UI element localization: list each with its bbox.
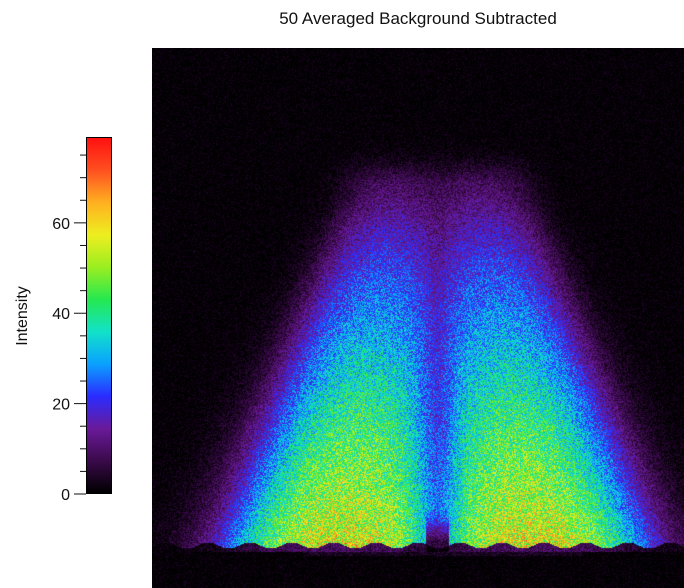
chart-title: 50 Averaged Background Subtracted xyxy=(279,9,557,28)
colorbar-axis-title: Intensity xyxy=(14,286,31,346)
colorbar-tick-labels: 0 20 40 60 xyxy=(52,216,70,504)
colorbar-ticks xyxy=(74,154,86,495)
intensity-heatmap xyxy=(152,48,684,588)
colorbar xyxy=(86,137,112,494)
colorbar-tick-label: 60 xyxy=(52,216,70,233)
colorbar-tick-label: 40 xyxy=(52,306,70,323)
colorbar-tick-label: 0 xyxy=(61,487,70,504)
intensity-image xyxy=(152,48,684,588)
colorbar-tick-label: 20 xyxy=(52,397,70,414)
